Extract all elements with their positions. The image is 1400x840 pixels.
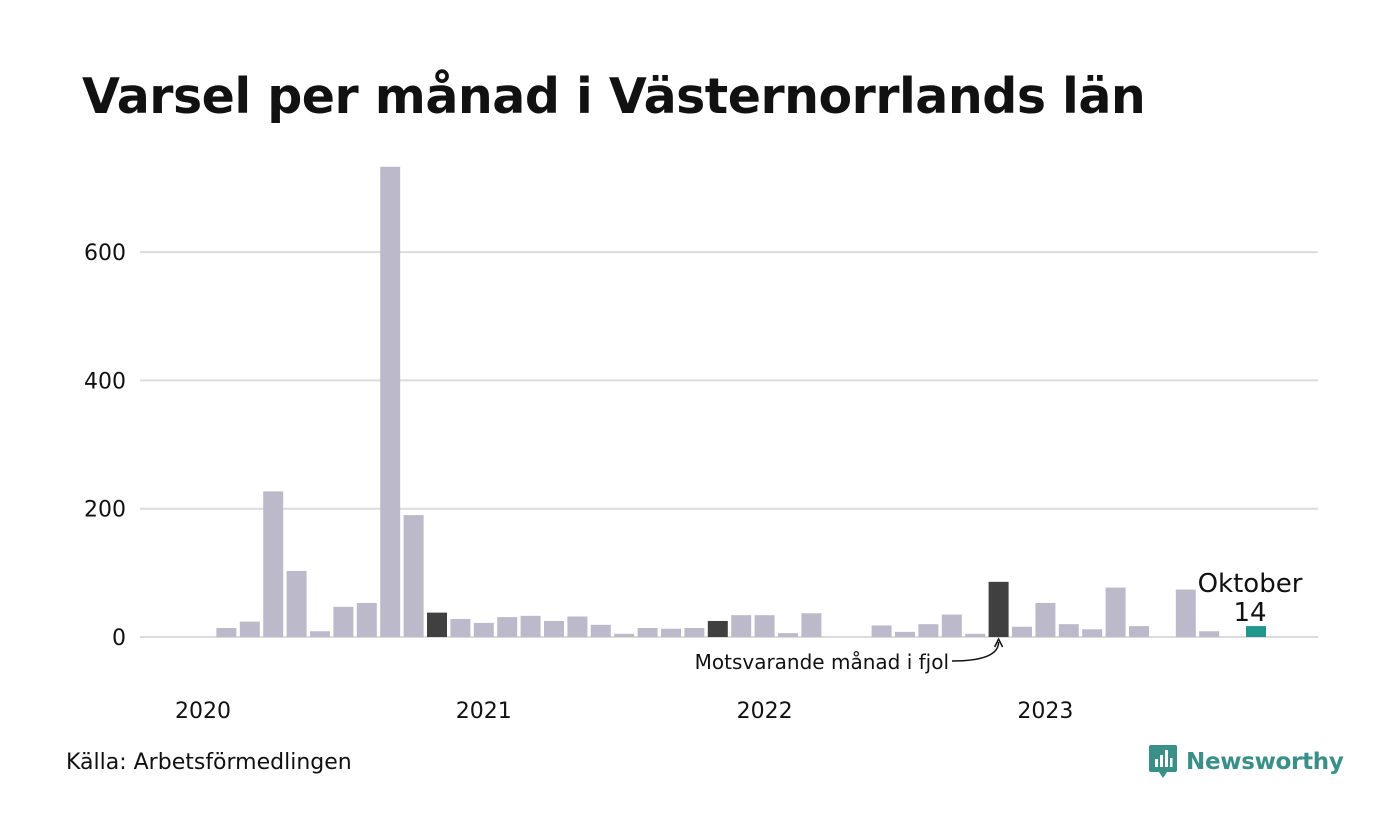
bar <box>871 625 892 637</box>
bar <box>731 615 752 637</box>
comparison-bar <box>707 620 728 637</box>
x-tick-label: 2021 <box>456 699 512 724</box>
y-tick-label: 600 <box>84 241 126 266</box>
brand-name: Newsworthy <box>1186 749 1344 775</box>
x-tick-label: 2023 <box>1017 699 1073 724</box>
y-tick-label: 0 <box>112 626 126 651</box>
comparison-bar <box>427 612 447 637</box>
bar <box>1012 626 1032 637</box>
bar <box>590 624 611 637</box>
comparison-bar <box>988 581 1009 637</box>
source-note: Källa: Arbetsförmedlingen <box>66 750 352 775</box>
bar <box>941 614 962 637</box>
bar <box>239 621 260 637</box>
highlight-value-label: 14 <box>1233 598 1266 628</box>
bar <box>1058 624 1079 637</box>
bar <box>1082 629 1103 637</box>
highlight-month-label: Oktober <box>1198 569 1303 599</box>
bar <box>684 628 705 637</box>
bar <box>216 628 237 637</box>
bar <box>567 616 588 637</box>
bar <box>310 631 330 637</box>
bar <box>450 619 471 637</box>
page-title: Varsel per månad i Västernorrlands län <box>82 68 1146 125</box>
newsworthy-logo-icon <box>1149 745 1177 778</box>
annotation-label: Motsvarande månad i fjol <box>695 650 949 674</box>
bar <box>286 570 307 637</box>
x-tick-label: 2020 <box>175 699 231 724</box>
annotation-arrowhead <box>993 637 1004 648</box>
bar <box>497 617 518 637</box>
annotation-arrow-line <box>951 641 1000 662</box>
bar <box>918 624 939 637</box>
bar <box>614 633 635 637</box>
y-tick-label: 200 <box>84 498 126 523</box>
bar <box>661 628 681 637</box>
bar <box>356 603 377 637</box>
bar <box>895 631 915 637</box>
bar <box>637 628 658 637</box>
brand-logo: Newsworthy <box>1148 744 1344 780</box>
bar <box>263 491 284 637</box>
bar <box>1035 603 1056 637</box>
bar <box>333 606 354 637</box>
bar <box>965 633 986 637</box>
bar <box>520 615 541 637</box>
bar <box>1199 631 1220 637</box>
x-tick-label: 2022 <box>737 699 793 724</box>
bar <box>473 622 494 637</box>
bar <box>380 166 401 637</box>
bar <box>801 613 822 637</box>
bar <box>1129 626 1149 637</box>
bar <box>754 615 775 637</box>
bar <box>1175 589 1196 637</box>
y-tick-label: 400 <box>84 369 126 394</box>
bar <box>544 620 564 637</box>
bar <box>1105 587 1126 637</box>
highlight-bar <box>1246 626 1266 637</box>
bar <box>403 515 424 637</box>
bar <box>778 633 798 637</box>
